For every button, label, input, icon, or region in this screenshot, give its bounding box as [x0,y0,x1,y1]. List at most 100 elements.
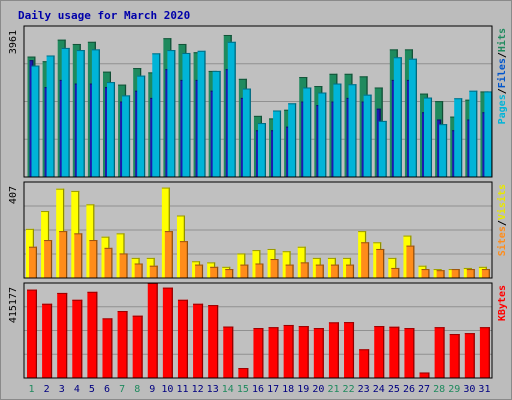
legend-entry: / [497,52,508,58]
bar-sites-day-26 [406,245,415,278]
bar-pages-day-29 [454,98,463,177]
bar-shadow-edge [53,55,55,177]
bar-top-edge [361,242,370,244]
bar-fill [434,327,445,378]
bar-top-edge [161,187,170,189]
bar-sites-day-25 [391,267,400,278]
bar-shadow-edge [458,334,460,378]
bar-top-edge [195,264,204,266]
bar-top-edge [346,264,355,266]
bar-fill [439,124,448,177]
bar-top-edge [257,123,266,125]
bar-fill [270,259,279,278]
bar-fill [255,263,264,278]
bar-fill [454,98,463,177]
bar-shadow-edge [370,94,372,177]
bar-sites-day-3 [59,231,68,278]
bar-kbytes-day-6 [102,318,113,378]
bar-top-edge [116,233,125,235]
bar-top-edge [484,91,493,93]
bar-pages-day-23 [363,94,372,177]
bar-top-edge [91,49,100,51]
bar-top-edge [424,97,433,99]
bar-shadow-edge [249,88,251,177]
bar-fill [61,47,70,177]
bar-fill [283,324,294,378]
bar-top-edge [193,303,204,305]
bar-top-edge [329,73,338,75]
chart-title: Daily usage for March 2020 [18,9,190,22]
bar-kbytes-day-24 [374,326,385,378]
bar-fill [464,333,475,378]
bar-fill [421,269,430,278]
bar-shadow-edge [367,349,370,378]
bar-top-edge [374,87,383,89]
x-tick-label-day-31: 31 [478,384,490,395]
x-tick-label-day-23: 23 [358,384,370,395]
bar-shadow-edge [292,264,294,278]
bar-shadow-edge [201,264,204,278]
bar-fill [122,95,131,177]
bar-shadow-edge [443,270,445,278]
bar-fill [137,75,146,177]
bar-shadow-edge [68,47,70,177]
bar-fill [59,231,68,278]
bar-top-edge [479,327,490,329]
bar-shadow-edge [473,333,475,378]
bar-sites-day-12 [195,264,204,278]
bar-fill [104,247,113,278]
bar-kbytes-day-30 [464,333,475,378]
bar-top-edge [41,211,50,213]
bar-top-edge [87,41,96,43]
bar-shadow-edge [126,311,128,378]
bar-shadow-edge [292,324,294,378]
x-tick-label-day-19: 19 [297,384,309,395]
bar-top-edge [164,231,173,233]
bar-shadow-edge [398,326,400,378]
bar-fill [89,240,98,278]
legend-top: Pages/Files/Hits [496,28,508,124]
bar-shadow-edge [50,240,53,278]
x-tick-label-day-25: 25 [388,384,400,395]
bar-fill [408,58,417,177]
bar-shadow-edge [50,303,53,378]
bar-top-edge [437,119,442,121]
bar-top-edge [466,269,475,271]
legend-bot: KBytes [497,285,508,321]
bar-top-edge [312,257,321,259]
legend-entry: Files [496,58,508,88]
bar-top-edge [358,231,367,233]
bar-sites-day-21 [330,264,339,278]
x-tick-label-day-15: 15 [237,384,249,395]
bar-top-edge [344,73,353,75]
bar-shadow-edge [277,327,279,378]
bar-top-edge [318,92,327,94]
bar-shadow-edge [126,253,128,278]
bar-fill [167,50,176,177]
bar-fill [449,334,460,378]
bar-top-edge [297,246,306,248]
bar-top-edge [376,108,381,110]
bar-top-edge [298,326,309,328]
x-tick-label-day-14: 14 [222,384,234,395]
bar-fill [318,92,327,177]
bar-top-edge [378,120,387,122]
bar-shadow-edge [219,70,221,177]
bar-top-edge [255,263,264,265]
bar-shadow-edge [445,124,448,177]
bar-shadow-edge [337,264,339,278]
bar-top-edge [207,262,216,264]
bar-shadow-edge [247,264,249,278]
bar-kbytes-day-29 [449,334,460,378]
bar-top-edge [469,90,478,92]
bar-fill [197,50,206,177]
bar-top-edge [29,246,37,248]
bar-top-edge [330,264,339,266]
bar-shadow-edge [352,322,355,378]
bar-top-edge [223,326,234,328]
bar-shadow-edge [385,120,387,177]
bar-sites-day-7 [119,253,128,278]
bar-top-edge [101,236,110,238]
bar-shadow-edge [111,247,113,278]
bar-top-edge [267,248,276,250]
